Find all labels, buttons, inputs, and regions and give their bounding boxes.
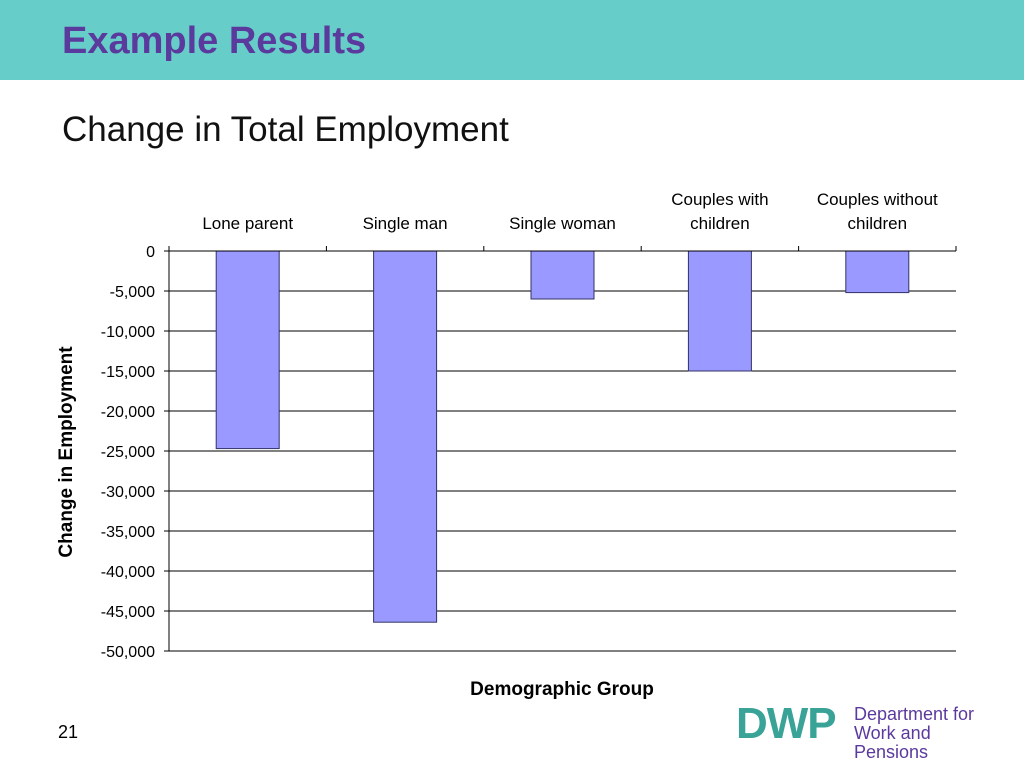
y-tick-label: -20,000: [101, 404, 155, 421]
bar: [215, 250, 280, 450]
y-tick-label: -35,000: [101, 524, 155, 541]
bar: [530, 250, 595, 300]
y-tick-label: 0: [146, 244, 155, 261]
category-label: Single man: [363, 214, 448, 233]
y-tick-label: -15,000: [101, 364, 155, 381]
slide-title: Example Results: [62, 20, 367, 62]
bar: [687, 250, 752, 372]
y-tick-label: -50,000: [101, 644, 155, 661]
y-tick-label: -30,000: [101, 484, 155, 501]
page-number: 21: [58, 722, 79, 742]
logo-line-2: Work and Pensions: [854, 723, 931, 762]
y-tick-label: -5,000: [110, 284, 155, 301]
category-label: Single woman: [509, 214, 616, 233]
category-label: Couples with: [671, 190, 768, 209]
bar: [373, 250, 438, 623]
category-label: children: [848, 214, 908, 233]
y-tick-label: -40,000: [101, 564, 155, 581]
chart-subtitle: Change in Total Employment: [62, 110, 509, 149]
bar: [845, 250, 910, 294]
x-axis-title: Demographic Group: [470, 679, 654, 700]
y-tick-label: -10,000: [101, 324, 155, 341]
header-band: [0, 0, 1024, 80]
logo-mark: DWP: [736, 699, 837, 748]
y-tick-label: -25,000: [101, 444, 155, 461]
y-axis-title: Change in Employment: [56, 346, 77, 558]
dwp-logo: DWP Department for Work and Pensions: [736, 699, 1006, 762]
logo-text: Department for Work and Pensions: [854, 705, 1006, 762]
category-label: children: [690, 214, 750, 233]
category-label: Couples without: [817, 190, 938, 209]
y-tick-label: -45,000: [101, 604, 155, 621]
logo-line-1: Department for: [854, 704, 975, 724]
category-label: Lone parent: [202, 214, 293, 233]
